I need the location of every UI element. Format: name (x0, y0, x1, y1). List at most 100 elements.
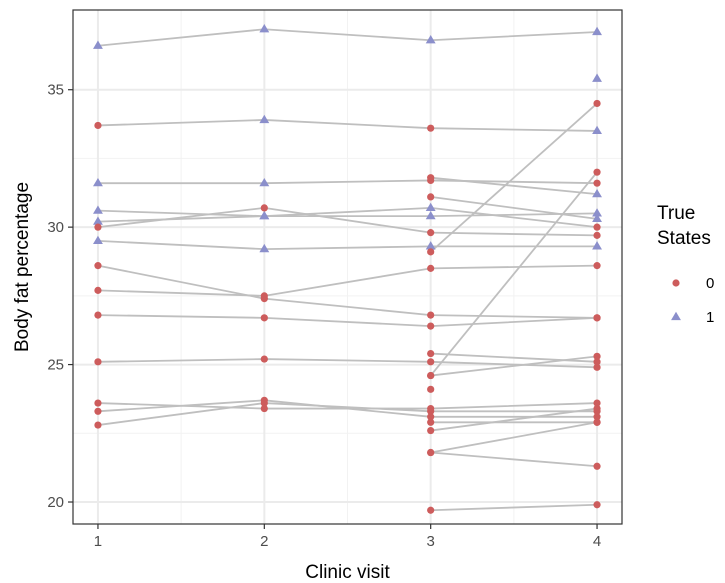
x-axis: 1 2 3 4 (94, 524, 601, 550)
x-axis-title: Clinic visit (305, 562, 390, 583)
legend-title-line-2: States (657, 228, 711, 249)
point-state-0 (94, 311, 102, 319)
point-state-0 (260, 355, 268, 363)
point-state-0 (427, 229, 435, 237)
point-state-0 (593, 418, 601, 426)
plot-border (72, 9, 623, 525)
subject-line (97, 212, 598, 223)
point-state-1 (425, 35, 436, 44)
y-tick-label: 20 (47, 494, 64, 511)
subject-line (97, 264, 598, 319)
point-state-0 (427, 248, 435, 256)
point-state-1 (259, 243, 270, 253)
point-state-1 (93, 205, 103, 214)
point-state-0 (593, 399, 601, 407)
point-state-1 (259, 210, 270, 220)
point-state-0 (593, 179, 601, 187)
point-state-0 (260, 314, 268, 322)
subject-line (430, 503, 598, 512)
subject-line (430, 421, 598, 454)
point-state-0 (427, 506, 435, 514)
point-state-0 (94, 286, 102, 294)
point-state-1 (259, 114, 270, 124)
subject-line (97, 207, 598, 229)
point-state-1 (592, 241, 602, 250)
point-state-1 (592, 188, 602, 198)
point-state-1 (259, 24, 270, 33)
subject-line (430, 176, 598, 196)
point-state-0 (593, 262, 601, 270)
point-state-1 (93, 235, 103, 245)
point-state-0 (94, 407, 102, 415)
subject-line (430, 352, 598, 363)
point-state-0 (94, 121, 102, 130)
point-state-0 (427, 322, 435, 330)
point-state-0 (94, 421, 102, 429)
point-state-0 (427, 413, 435, 421)
point-state-0 (593, 168, 601, 176)
point-state-1 (592, 26, 602, 36)
y-axis-title: Body fat percentage (12, 182, 33, 352)
point-state-0 (593, 413, 601, 421)
point-state-0 (593, 501, 601, 509)
subject-line (97, 239, 598, 251)
point-state-0 (593, 314, 601, 322)
point-state-0 (427, 385, 435, 393)
point-state-0 (593, 404, 601, 413)
x-tick-label: 3 (427, 533, 435, 550)
subject-line (97, 264, 598, 297)
point-state-0 (427, 264, 435, 272)
y-tick-label: 35 (47, 82, 64, 99)
point-state-0 (593, 462, 601, 470)
x-tick-label: 2 (260, 533, 268, 550)
point-state-0 (427, 193, 435, 201)
point-state-1 (592, 125, 602, 135)
point-state-1 (93, 40, 103, 49)
point-state-0 (427, 426, 435, 435)
point-state-0 (94, 399, 102, 407)
y-tick-label: 25 (47, 357, 64, 374)
point-state-1 (592, 73, 602, 82)
subject-line (97, 179, 598, 185)
point-state-1 (592, 208, 602, 217)
legend-label: 0 (706, 275, 714, 292)
point-state-0 (427, 448, 435, 457)
legend-title-line-1: True (657, 203, 695, 224)
legend-key-circle (672, 279, 680, 287)
point-state-0 (427, 418, 435, 426)
point-state-0 (260, 399, 268, 407)
subject-line (97, 28, 598, 47)
point-state-0 (593, 223, 601, 231)
point-state-0 (427, 358, 435, 366)
point-state-0 (94, 223, 102, 231)
legend-label: 1 (706, 309, 714, 326)
point-state-0 (593, 358, 601, 366)
point-state-1 (93, 216, 103, 225)
point-state-0 (260, 204, 268, 212)
point-state-0 (427, 349, 435, 358)
point-state-0 (260, 404, 268, 413)
subject-line (97, 206, 598, 237)
legend-key-triangle (671, 311, 681, 321)
subject-line (97, 399, 598, 418)
subject-line (430, 355, 598, 377)
point-state-0 (593, 99, 601, 108)
point-state-1 (425, 241, 436, 250)
point-state-1 (425, 202, 436, 212)
y-tick-label: 30 (47, 219, 64, 236)
point-state-1 (93, 177, 103, 187)
point-state-0 (427, 174, 435, 182)
legend-entries: 01 (671, 275, 714, 326)
subject-line (430, 451, 598, 468)
point-state-0 (94, 262, 102, 270)
point-state-0 (427, 311, 435, 319)
subject-line (430, 407, 598, 432)
point-state-0 (427, 407, 435, 415)
point-state-0 (593, 352, 601, 360)
point-state-0 (593, 231, 601, 239)
point-state-0 (260, 292, 268, 300)
point-state-0 (427, 124, 435, 132)
subject-line (429, 171, 598, 377)
point-state-1 (259, 177, 270, 187)
